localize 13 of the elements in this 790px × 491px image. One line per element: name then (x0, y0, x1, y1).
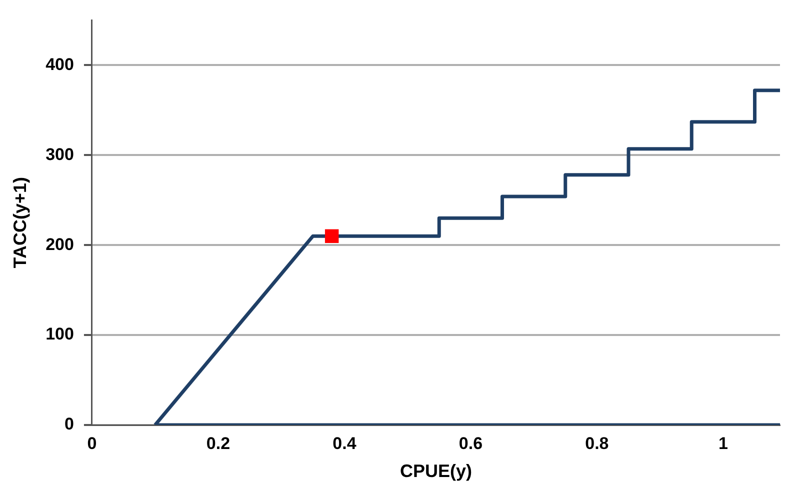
y-tick-label: 400 (46, 54, 74, 74)
y-tick-label: 100 (46, 324, 74, 344)
x-tick-label: 0.6 (458, 434, 483, 453)
x-tick-label: 0.8 (585, 434, 609, 453)
x-tick-label: 0.4 (332, 434, 357, 453)
y-tick-label: 200 (46, 234, 74, 254)
y-tick-label: 300 (46, 144, 74, 164)
x-tick-label: 0.2 (206, 434, 230, 453)
y-tick-label: 0 (64, 414, 74, 434)
x-tick-label: 1 (718, 434, 728, 453)
y-axis-title: TACC(y+1) (10, 177, 30, 268)
x-tick-label: 0 (87, 434, 97, 453)
x-axis-title: CPUE(y) (400, 461, 472, 482)
